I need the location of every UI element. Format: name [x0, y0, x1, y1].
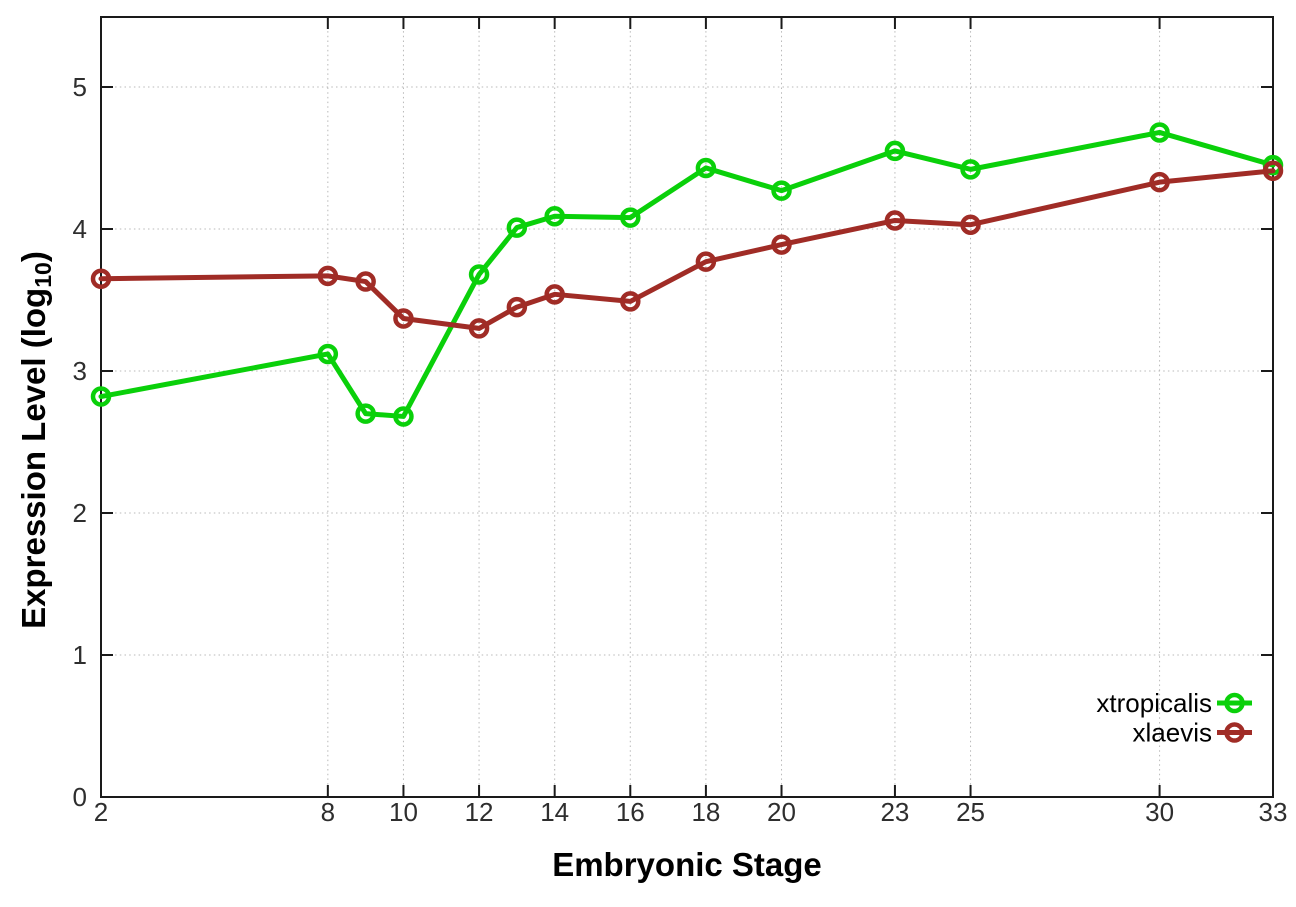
data-point-xlaevis-stage-23: [884, 210, 906, 231]
x-tick-label: 8: [321, 797, 335, 827]
data-point-xlaevis-stage-14: [544, 284, 565, 305]
data-point-xtropicalis-stage-13: [506, 217, 528, 238]
y-tick-label: 4: [73, 214, 87, 244]
data-point-xlaevis-stage-12: [468, 318, 490, 339]
x-tick-label: 10: [389, 797, 418, 827]
y-tick-label: 2: [73, 498, 87, 528]
axis-ticks: [100, 17, 1274, 798]
data-point-xlaevis-stage-20: [771, 234, 792, 255]
plot-border: [100, 16, 1274, 798]
y-tick-label: 1: [73, 640, 87, 670]
data-point-xlaevis-stage-10: [393, 308, 414, 329]
data-point-xtropicalis-stage-2: [90, 386, 112, 407]
y-tick-label: 0: [73, 782, 87, 812]
data-point-xtropicalis-stage-23: [884, 140, 906, 162]
x-tick-label: 23: [880, 797, 909, 827]
data-point-xlaevis-stage-13: [506, 296, 528, 318]
x-tick-label: 20: [767, 797, 796, 827]
x-tick-label: 30: [1145, 797, 1174, 827]
data-point-xtropicalis-stage-8: [317, 343, 339, 365]
data-point-xtropicalis-stage-25: [960, 159, 981, 180]
x-axis-title-text: Embryonic Stage: [552, 846, 822, 883]
y-axis-title: Expression Level (log10): [15, 251, 57, 629]
x-tick-label: 16: [616, 797, 645, 827]
data-point-xlaevis-stage-30: [1149, 171, 1170, 193]
legend-marker-xtropicalis: [1224, 692, 1245, 714]
legend-item-xtropicalis: xtropicalis: [1096, 688, 1252, 718]
data-point-xlaevis-stage-2: [90, 268, 112, 289]
legend-label-xtropicalis: xtropicalis: [1096, 688, 1212, 718]
x-tick-label: 33: [1259, 797, 1288, 827]
x-tick-label: 12: [465, 797, 494, 827]
y-axis-title-suffix: ): [15, 251, 52, 263]
x-tick-label: 14: [540, 797, 569, 827]
data-point-xtropicalis-stage-12: [468, 264, 490, 285]
legend-label-xlaevis: xlaevis: [1133, 718, 1212, 748]
data-point-xtropicalis-stage-9: [355, 403, 376, 424]
y-tick-label: 3: [73, 356, 87, 386]
data-point-xtropicalis-stage-18: [695, 157, 717, 179]
data-point-xlaevis-stage-9: [355, 271, 376, 292]
y-axis-title-text: Expression Level (log: [15, 287, 52, 629]
data-point-xlaevis-stage-16: [620, 291, 641, 312]
y-axis-title-subscript: 10: [30, 262, 56, 288]
gridlines: [101, 17, 1273, 797]
data-point-xtropicalis-stage-20: [771, 180, 792, 201]
x-tick-label: 18: [691, 797, 720, 827]
series-xtropicalis: [90, 122, 1284, 427]
data-point-xlaevis-stage-18: [695, 251, 717, 272]
data-point-xtropicalis-stage-10: [393, 406, 414, 427]
y-tick-label: 5: [73, 72, 87, 102]
data-point-xtropicalis-stage-30: [1149, 122, 1170, 143]
x-tick-label: 25: [956, 797, 985, 827]
x-tick-label: 2: [94, 797, 108, 827]
data-point-xlaevis-stage-25: [960, 214, 981, 235]
series-xlaevis-line: [98, 168, 1276, 331]
data-point-xtropicalis-stage-14: [544, 205, 565, 227]
data-point-xtropicalis-stage-16: [620, 207, 641, 228]
x-axis-title: Embryonic Stage: [101, 846, 1273, 884]
data-point-xlaevis-stage-8: [317, 265, 339, 287]
legend-item-xlaevis: xlaevis: [1133, 718, 1252, 748]
legend-marker-xlaevis: [1224, 722, 1245, 743]
series-xlaevis: [90, 160, 1284, 339]
data-point-xlaevis-stage-33: [1262, 160, 1284, 182]
